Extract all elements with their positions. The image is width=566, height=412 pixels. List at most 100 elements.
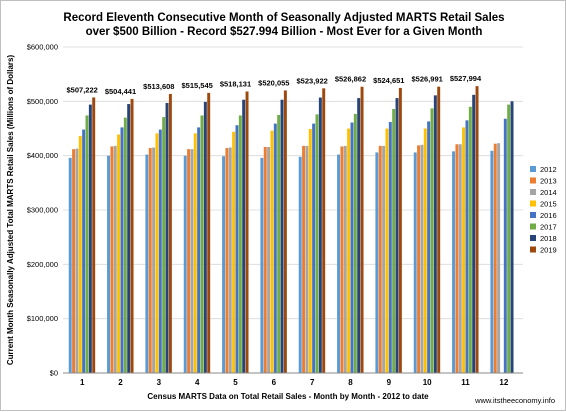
x-tick-label: 11 <box>461 378 470 387</box>
bar-2013-11 <box>455 144 459 373</box>
bar-2014-2 <box>113 145 117 373</box>
bar-2014-8 <box>343 145 347 373</box>
x-tick-label: 7 <box>310 378 315 387</box>
bar-2015-3 <box>155 133 159 373</box>
legend-label: 2015 <box>540 200 557 209</box>
bar-2015-8 <box>347 128 351 373</box>
data-label: $526,862 <box>335 75 366 84</box>
bar-2016-10 <box>427 121 431 373</box>
bar-2013-6 <box>263 146 267 373</box>
bar-2013-1 <box>72 149 76 373</box>
bar-2013-3 <box>148 148 152 373</box>
bar-2012-4 <box>183 155 187 373</box>
data-label: $513,608 <box>143 82 174 91</box>
legend-swatch <box>530 166 536 172</box>
bar-2017-10 <box>430 108 434 373</box>
bar-2014-9 <box>382 145 386 373</box>
bar-2014-7 <box>305 145 309 373</box>
bar-2016-3 <box>158 129 162 373</box>
bar-2017-8 <box>353 113 357 373</box>
y-tick-label: $0 <box>50 369 58 378</box>
data-label: $523,922 <box>297 76 328 85</box>
data-labels: $507,222 $504,441 $513,608 $515,545 $518,131… <box>67 74 482 96</box>
x-axis-ticks: 1 2 3 4 5 6 7 8 9 10 11 12 <box>80 378 509 387</box>
bar-2014-4 <box>190 149 194 373</box>
bar-2014-6 <box>267 146 271 373</box>
legend-swatch <box>530 235 536 241</box>
bar-2013-10 <box>417 145 421 373</box>
bar-2012-11 <box>452 151 456 373</box>
bar-2012-9 <box>375 152 379 373</box>
bar-2012-7 <box>298 156 302 373</box>
bar-2017-9 <box>392 108 396 373</box>
bar-2012-1 <box>68 157 72 373</box>
legend-label: 2018 <box>540 234 557 243</box>
bar-2017-12 <box>507 104 511 374</box>
bar-2019-3 <box>168 93 172 374</box>
x-tick-label: 2 <box>118 378 123 387</box>
bar-2014-10 <box>420 144 424 373</box>
bar-2015-10 <box>423 128 427 373</box>
data-label: $515,545 <box>182 81 213 90</box>
bar-2013-12 <box>493 143 497 373</box>
legend-label: 2016 <box>540 211 557 220</box>
bar-2015-2 <box>117 134 121 373</box>
bar-2017-3 <box>162 117 166 373</box>
bar-2018-1 <box>88 104 92 374</box>
data-label: $526,991 <box>412 75 443 84</box>
data-label: $520,055 <box>258 78 289 87</box>
source-note: www.itstheeconomy.info <box>474 396 555 405</box>
bars <box>68 86 514 374</box>
legend-swatch <box>530 200 536 207</box>
data-label: $518,131 <box>220 79 251 88</box>
y-tick-label: $500,000 <box>27 97 58 106</box>
bar-2012-12 <box>490 150 494 373</box>
bar-2017-5 <box>238 115 242 374</box>
bar-2019-10 <box>437 86 441 374</box>
y-tick-label: $600,000 <box>27 43 58 52</box>
bar-2014-11 <box>458 144 462 373</box>
bar-2013-4 <box>187 149 191 373</box>
bar-2019-7 <box>322 88 326 373</box>
bar-2014-12 <box>497 143 501 373</box>
bar-2018-11 <box>472 94 476 374</box>
bar-2012-10 <box>413 152 417 373</box>
legend-swatch <box>530 177 536 184</box>
bar-2015-5 <box>232 131 236 373</box>
bar-2012-6 <box>260 157 264 373</box>
legend: 2012 2013 2014 2015 2016 2017 2018 2019 <box>530 165 557 255</box>
bar-2018-8 <box>357 98 361 373</box>
bar-2015-4 <box>193 133 197 373</box>
legend-label: 2017 <box>540 223 557 232</box>
bar-2018-12 <box>510 101 514 373</box>
x-tick-label: 9 <box>387 378 392 387</box>
bar-2014-5 <box>228 147 232 373</box>
x-tick-label: 6 <box>272 378 277 387</box>
bar-2012-8 <box>337 154 341 373</box>
data-label: $527,994 <box>450 74 482 83</box>
data-label: $524,651 <box>373 76 404 85</box>
y-tick-label: $200,000 <box>27 260 58 269</box>
bar-2017-7 <box>315 114 319 373</box>
bar-2015-1 <box>78 136 82 373</box>
bar-2014-1 <box>75 148 79 373</box>
bar-2016-11 <box>465 120 469 373</box>
bar-2013-9 <box>378 145 382 373</box>
bar-2018-3 <box>165 102 169 374</box>
y-tick-label: $300,000 <box>27 206 58 215</box>
legend-swatch <box>530 189 536 195</box>
bar-2018-10 <box>433 95 437 374</box>
bar-2016-1 <box>82 129 86 373</box>
bar-2019-8 <box>360 86 364 373</box>
bar-2016-9 <box>388 121 392 373</box>
bar-2016-7 <box>312 123 316 373</box>
bar-2015-11 <box>462 127 466 373</box>
x-tick-label: 4 <box>195 378 200 387</box>
bar-2013-2 <box>110 146 114 373</box>
gridlines <box>63 46 523 320</box>
bar-2013-7 <box>302 145 306 373</box>
bar-2019-11 <box>475 86 479 373</box>
bar-2012-5 <box>222 156 226 373</box>
